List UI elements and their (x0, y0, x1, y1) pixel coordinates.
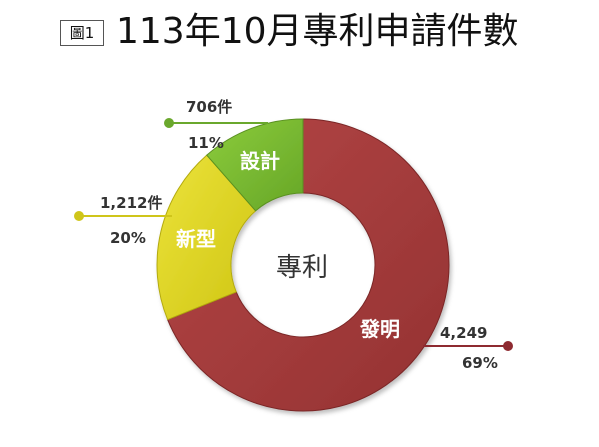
percent-label-invention: 69% (462, 354, 498, 372)
count-label-design: 706件 (186, 98, 232, 116)
leader-dot-invention (503, 341, 513, 351)
percent-label-design: 11% (188, 134, 224, 152)
chart-title: 113年10月專利申請件數 (116, 11, 519, 52)
leader-dot-design (164, 118, 174, 128)
slice-label-design: 設計 (240, 149, 280, 173)
slice-design (206, 118, 304, 212)
slice-invention (166, 118, 450, 412)
figure-badge: 圖1 (60, 20, 104, 46)
leader-dot-utility (74, 211, 84, 221)
slice-utility (156, 154, 257, 321)
center-label: 專利 (276, 253, 328, 283)
slice-label-invention: 發明 (359, 317, 400, 341)
count-label-utility: 1,212件 (100, 194, 162, 212)
count-label-invention: 4,249 (440, 324, 487, 342)
percent-label-utility: 20% (110, 229, 146, 247)
slice-label-utility: 新型 (176, 227, 216, 251)
